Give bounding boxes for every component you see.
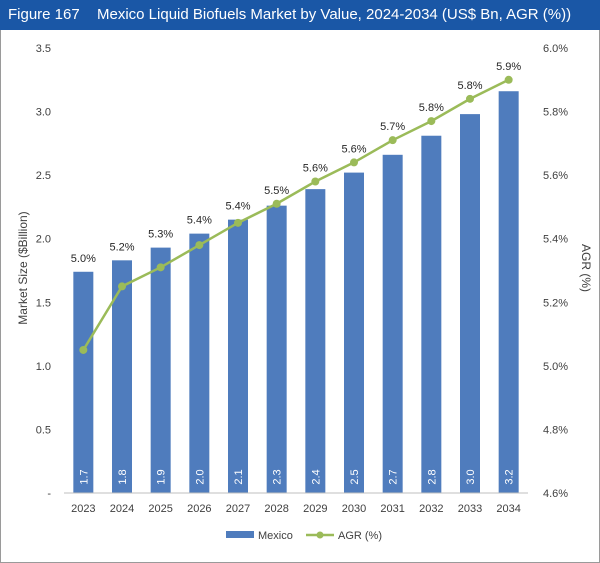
y-right-tick-label: 5.4% <box>543 234 568 246</box>
y-right-tick-label: 4.6% <box>543 488 568 500</box>
y-tick-label: 2.0 <box>36 234 51 246</box>
legend-marker-agr <box>316 531 324 539</box>
agr-value-label: 5.8% <box>419 102 444 114</box>
bar <box>228 219 248 493</box>
y-right-tick-label: 5.0% <box>543 361 568 373</box>
agr-value-label: 5.4% <box>187 215 212 227</box>
figure-label: Figure 167 <box>8 6 80 23</box>
bar-value-label: 2.4 <box>310 469 322 484</box>
x-tick-label: 2029 <box>303 503 327 515</box>
agr-value-label: 5.7% <box>380 121 405 133</box>
agr-point <box>79 345 88 354</box>
y-right-tick-label: 5.6% <box>543 170 568 182</box>
agr-point <box>388 136 397 145</box>
agr-point <box>195 241 204 250</box>
y-right-tick-label: 4.8% <box>543 424 568 436</box>
y-right-tick-label: 5.2% <box>543 297 568 309</box>
y-tick-label: 3.0 <box>36 107 51 119</box>
bar-value-label: 1.8 <box>117 469 129 484</box>
x-axis: 2023 2024 2025 2026 2027 2028 2029 2030 2031 2032… <box>64 492 528 515</box>
bar <box>382 154 403 494</box>
y-right-tick-label: 6.0% <box>543 43 568 55</box>
y-axis-right-title: AGR (%) <box>579 244 593 292</box>
agr-value-label: 5.2% <box>109 241 134 253</box>
agr-point <box>427 117 436 126</box>
bar <box>498 91 519 493</box>
agr-point <box>118 282 126 291</box>
x-tick-label: 2030 <box>342 503 366 515</box>
bar-value-label: 1.9 <box>156 469 168 484</box>
agr-point <box>272 199 281 208</box>
bar-value-label: 2.1 <box>233 469 245 484</box>
agr-point <box>504 75 513 84</box>
agr-value-label: 5.3% <box>148 229 173 241</box>
x-tick-label: 2031 <box>380 503 404 515</box>
agr-point <box>350 158 358 167</box>
x-tick-label: 2034 <box>496 503 520 515</box>
line-series: 5.0% 5.2% 5.3% 5.4% 5.4% 5.5% 5.6% 5.6% 5.7% 5.8%… <box>71 61 521 354</box>
bar-value-label: 2.5 <box>349 469 361 484</box>
bar <box>112 260 132 493</box>
agr-value-label: 5.0% <box>71 253 96 265</box>
bar-value-label: 1.7 <box>78 469 90 484</box>
legend-swatch-mexico <box>226 531 254 538</box>
bar-value-label: 2.7 <box>388 469 400 484</box>
agr-point <box>234 218 242 227</box>
agr-value-label: 5.5% <box>264 185 289 197</box>
agr-value-label: 5.8% <box>457 80 482 92</box>
x-tick-label: 2028 <box>264 503 288 515</box>
bar <box>421 135 442 493</box>
left-axis: - 0.5 1.0 1.5 2.0 2.5 3.0 3.5 <box>36 43 52 500</box>
bar <box>460 114 480 493</box>
bar <box>189 233 210 493</box>
y-right-tick-label: 5.8% <box>543 107 568 119</box>
y-tick-label: 0.5 <box>36 424 51 436</box>
legend: Mexico AGR (%) <box>226 530 382 542</box>
bar-value-label: 3.0 <box>465 469 477 484</box>
agr-value-label: 5.9% <box>496 61 521 73</box>
y-tick-label: 3.5 <box>36 43 51 55</box>
x-tick-label: 2033 <box>458 503 482 515</box>
bar-value-label: 2.0 <box>194 469 206 484</box>
chart-title: Mexico Liquid Biofuels Market by Value, … <box>97 6 572 23</box>
agr-point <box>156 263 165 272</box>
agr-value-label: 5.6% <box>303 163 328 175</box>
title-bar: Figure 167 Mexico Liquid Biofuels Market… <box>0 0 600 30</box>
right-axis: 4.6% 4.8% 5.0% 5.2% 5.4% 5.6% 5.8% 6.0% <box>543 43 568 500</box>
agr-point <box>466 94 474 103</box>
x-tick-label: 2027 <box>226 503 250 515</box>
y-tick-label: - <box>47 488 51 500</box>
bar <box>266 205 287 493</box>
agr-value-label: 5.4% <box>225 201 250 213</box>
bar <box>73 271 94 493</box>
bar <box>305 189 326 493</box>
legend-label-mexico: Mexico <box>258 530 293 542</box>
y-tick-label: 1.0 <box>36 361 51 373</box>
x-tick-label: 2032 <box>419 503 443 515</box>
x-tick-label: 2026 <box>187 503 211 515</box>
agr-point <box>311 177 320 186</box>
x-tick-label: 2025 <box>148 503 172 515</box>
bar-value-label: 2.8 <box>426 469 438 484</box>
bar-value-label: 2.3 <box>272 469 284 484</box>
y-tick-label: 2.5 <box>36 170 51 182</box>
x-tick-label: 2023 <box>71 503 95 515</box>
y-tick-label: 1.5 <box>36 297 51 309</box>
bar-value-label: 3.2 <box>504 469 516 484</box>
agr-line <box>82 78 510 351</box>
bar <box>344 172 364 493</box>
x-tick-label: 2024 <box>110 503 134 515</box>
agr-value-label: 5.6% <box>341 143 366 155</box>
bar <box>150 247 171 493</box>
bar-series: 1.7 1.8 1.9 2.0 2.1 2.3 2.4 2.5 2.7 2.8 3.0 3.2 <box>73 91 519 494</box>
y-axis-title: Market Size ($Billion) <box>16 211 30 324</box>
legend-label-agr: AGR (%) <box>338 530 382 542</box>
